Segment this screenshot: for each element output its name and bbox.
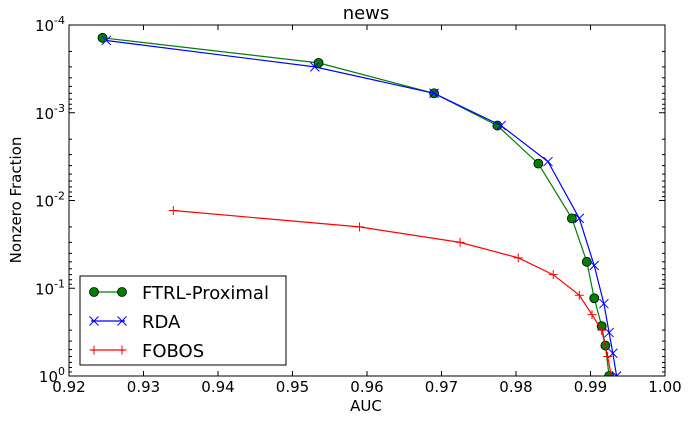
x-tick-label: 0.97 — [425, 378, 458, 396]
data-point-fobos — [606, 371, 616, 376]
y-tick-exponent: -3 — [54, 102, 65, 115]
y-tick-base: 10 — [35, 280, 54, 298]
x-tick-label: 1.00 — [648, 378, 681, 396]
data-point-fobos — [587, 310, 597, 320]
x-tick-label: 0.95 — [276, 378, 309, 396]
y-tick-label: 10-4 — [35, 14, 65, 35]
y-tick-exponent: 0 — [58, 365, 65, 378]
y-tick-exponent: -1 — [54, 277, 65, 290]
x-tick-label: 0.93 — [127, 378, 160, 396]
y-tick-base: 10 — [35, 17, 54, 35]
legend-marker-fobos — [117, 345, 127, 355]
data-point-fobos — [603, 352, 613, 362]
chart-title: news — [343, 3, 390, 24]
x-axis: 0.92 0.93 0.94 0.95 0.96 0.97 0.98 0.99 1.00 — [52, 25, 682, 396]
y-tick-label: 10-2 — [35, 190, 65, 211]
data-point-rda — [599, 298, 609, 309]
x-tick-label: 0.94 — [201, 378, 234, 396]
data-point-rda — [496, 120, 506, 131]
series-fobos — [168, 205, 616, 376]
data-point-rda — [309, 62, 320, 72]
legend-label-fobos: FOBOS — [142, 341, 204, 362]
data-point-rda — [589, 260, 600, 271]
legend-marker-ftrl-proximal — [117, 287, 127, 297]
x-tick-label: 0.98 — [499, 378, 532, 396]
data-point-fobos — [455, 237, 465, 247]
legend: FTRL-Proximal RDA FOBOS — [79, 275, 287, 366]
data-point-ftrl-proximal — [566, 213, 577, 224]
y-tick-base: 10 — [35, 193, 54, 211]
data-point-fobos — [597, 325, 607, 335]
y-tick-label: 10-1 — [35, 277, 65, 298]
y-tick-base: 10 — [35, 105, 54, 123]
legend-marker-fobos — [89, 345, 99, 355]
y-tick-label: 100 — [39, 365, 65, 386]
data-point-rda — [429, 88, 439, 99]
x-tick-label: 0.92 — [52, 378, 85, 396]
data-point-ftrl-proximal — [589, 293, 600, 304]
y-tick-exponent: -2 — [54, 190, 65, 203]
data-point-rda — [611, 371, 622, 376]
data-point-ftrl-proximal — [97, 32, 108, 43]
legend-marker-rda — [117, 316, 127, 326]
series-rda — [101, 35, 622, 376]
plot-area — [97, 32, 622, 376]
legend-marker-ftrl-proximal — [89, 287, 99, 297]
data-point-fobos — [355, 222, 365, 232]
y-tick-label: 10-3 — [35, 102, 65, 123]
series-line-fobos — [173, 209, 612, 376]
data-point-fobos — [574, 290, 584, 300]
x-tick-label: 0.96 — [350, 378, 383, 396]
legend-marker-rda — [89, 316, 99, 326]
data-point-rda — [543, 156, 553, 167]
data-point-rda — [604, 327, 614, 338]
data-point-fobos — [168, 205, 178, 215]
y-tick-exponent: -4 — [54, 14, 65, 27]
legend-label-rda: RDA — [142, 312, 181, 333]
x-axis-label: AUC — [350, 397, 382, 415]
legend-label-ftrl-proximal: FTRL-Proximal — [142, 283, 269, 304]
data-point-fobos — [548, 270, 558, 280]
data-point-rda — [101, 35, 112, 46]
data-point-ftrl-proximal — [533, 158, 544, 169]
y-axis-label: Nonzero Fraction — [7, 137, 25, 264]
data-point-rda — [574, 213, 585, 224]
y-tick-base: 10 — [39, 368, 58, 386]
data-point-fobos — [513, 253, 523, 263]
x-tick-label: 0.99 — [574, 378, 607, 396]
